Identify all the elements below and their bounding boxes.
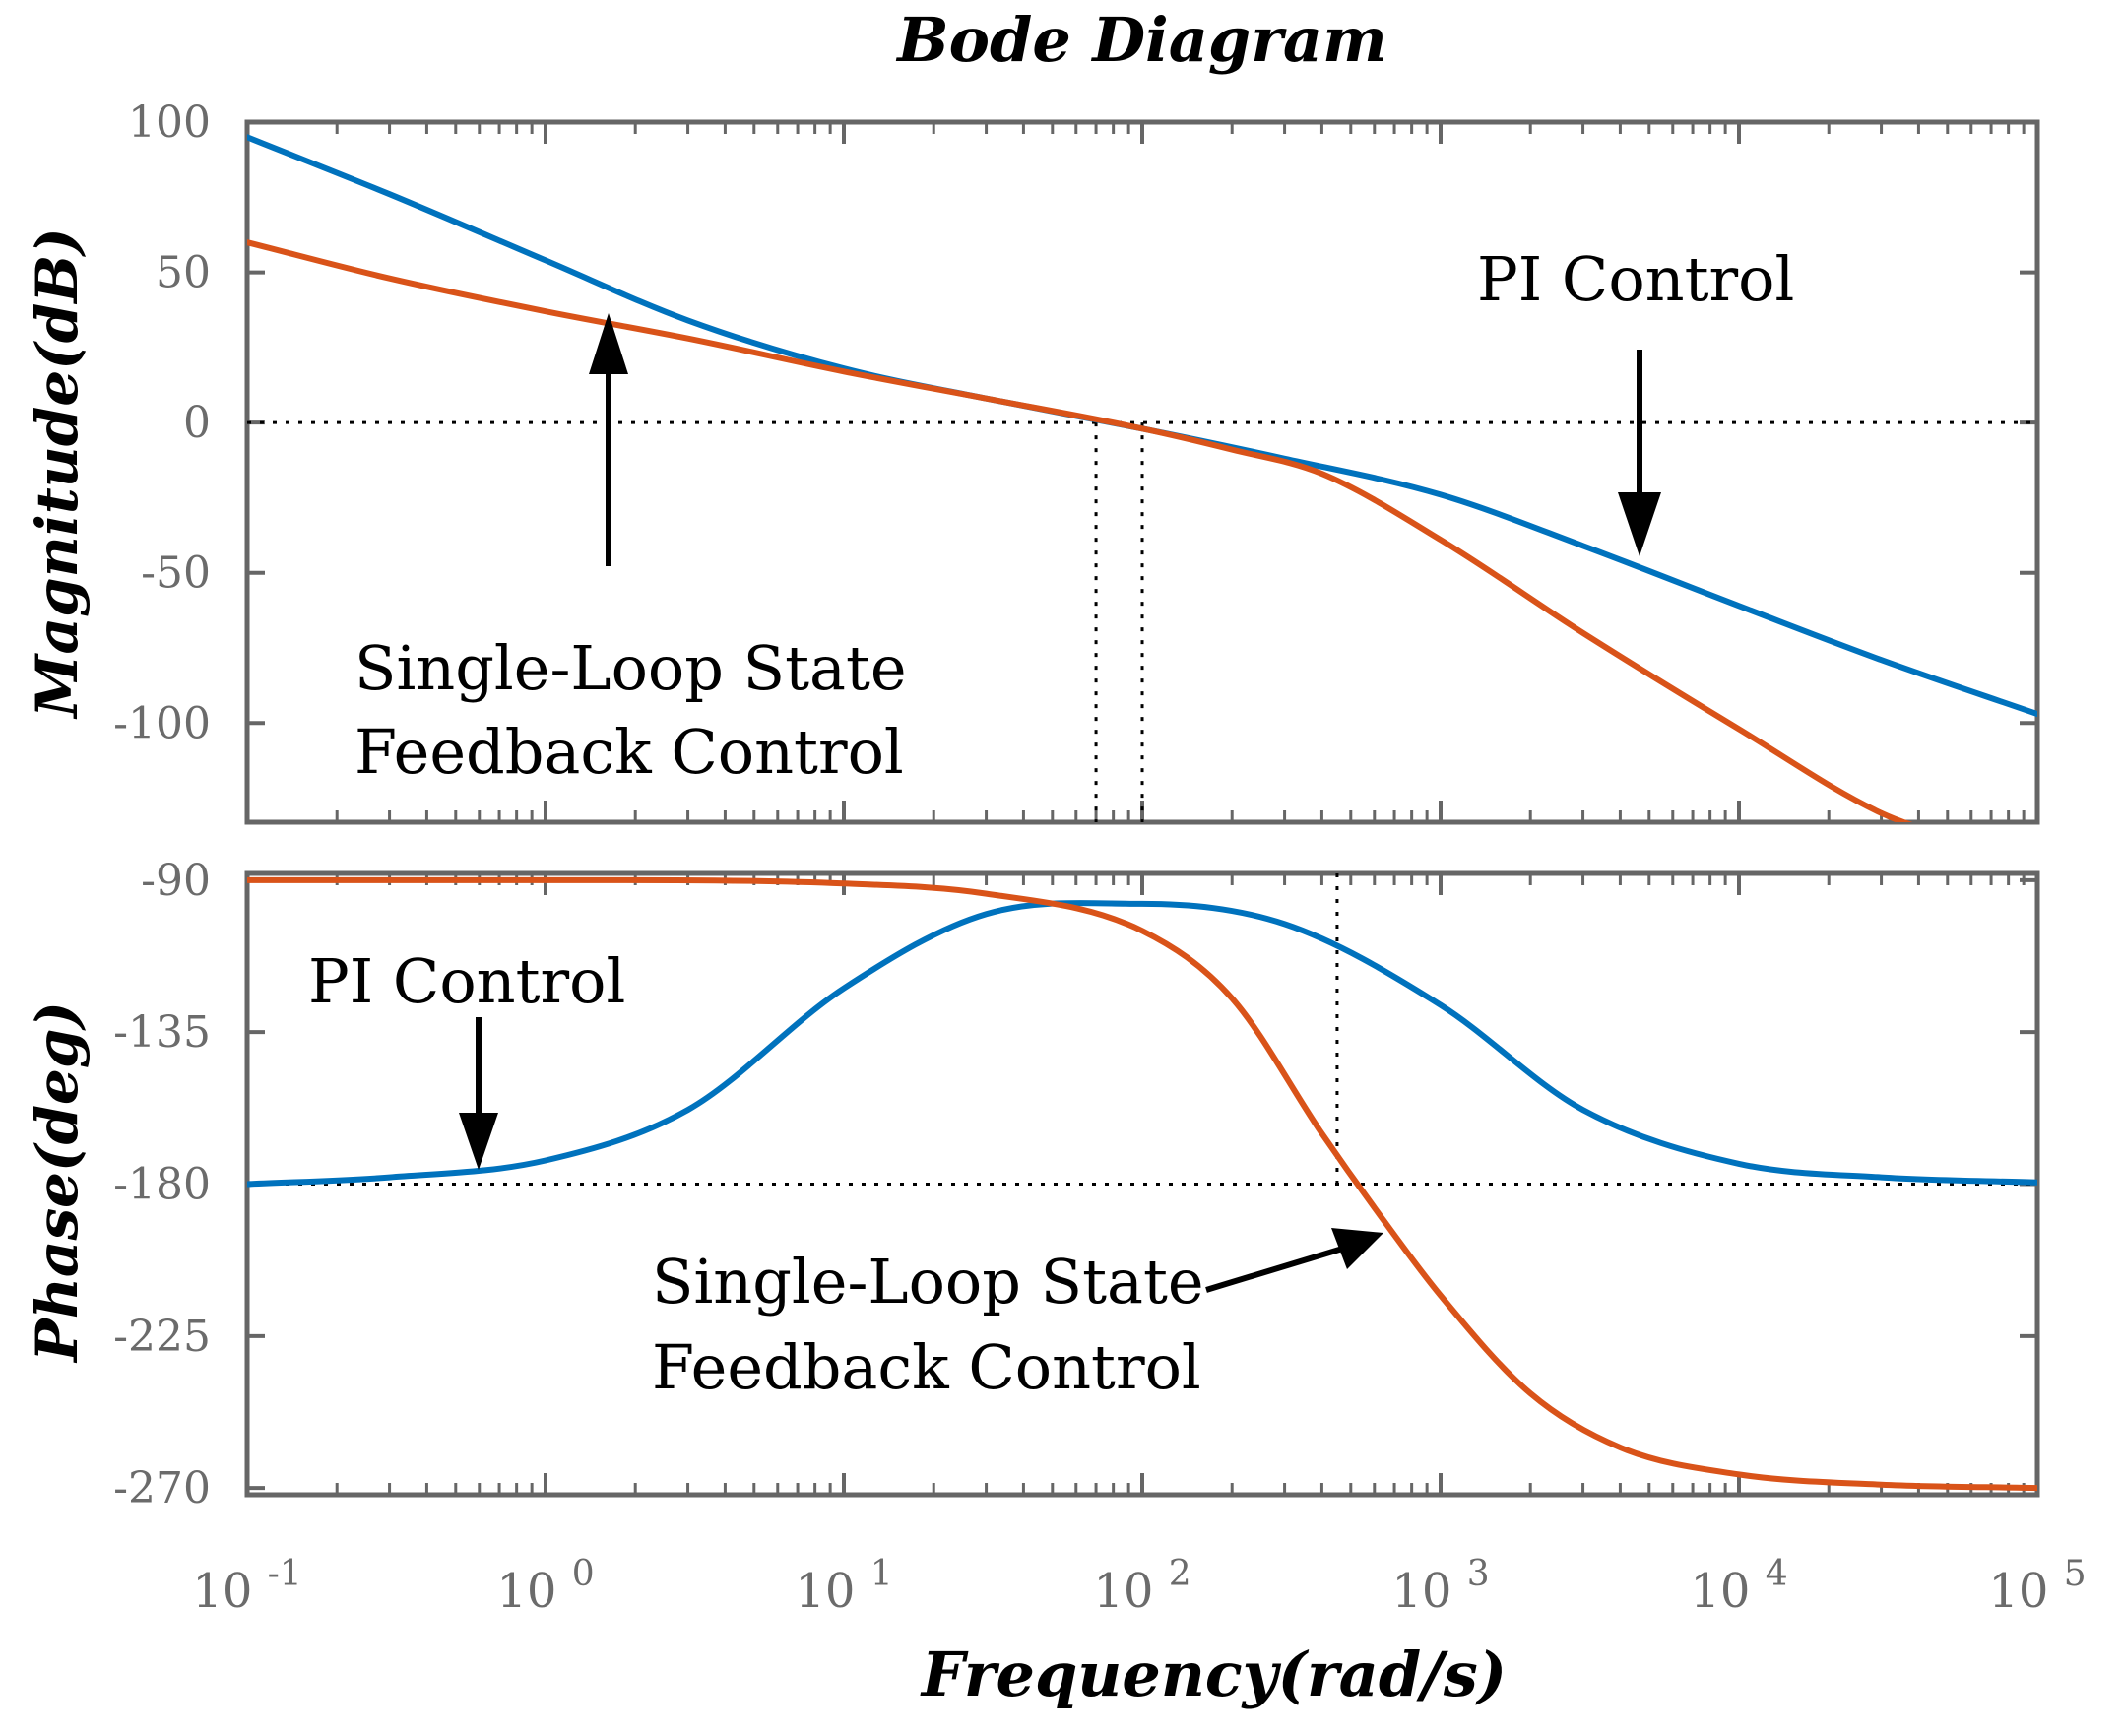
y-tick-label: -180 (113, 1160, 211, 1210)
y-tick-label: 50 (156, 248, 211, 298)
phase-pi-control-label: PI Control (308, 945, 625, 1017)
phase-state-feedback-line (247, 876, 2037, 1492)
magnitude-state-feedback-line (247, 239, 1913, 822)
phase-axis-label: Phase(deg) (24, 1001, 91, 1364)
phase-slsf-arrowhead (1331, 1228, 1383, 1269)
x-tick-label: 10 5 (1988, 1554, 2086, 1619)
phase-slsf-arrow-shaft (1205, 1244, 1350, 1293)
axis-ticks: 100 50 0 -50 -100 -90 -135 -180 -225 -270 10 -1 10 … (113, 97, 2086, 1619)
y-tick-label: -90 (141, 856, 211, 906)
x-tick-label: 10 3 (1391, 1554, 1489, 1619)
series-lines (247, 134, 2037, 1492)
magnitude-slsf-arrowhead (589, 313, 628, 374)
magnitude-pi-control-label: PI Control (1477, 243, 1794, 315)
magnitude-pi-arrowhead (1618, 492, 1661, 556)
y-tick-label: 0 (183, 398, 211, 448)
x-tick-label: 10 0 (496, 1554, 594, 1619)
magnitude-slsf-label-line1: Single-Loop State (354, 632, 907, 704)
x-tick-label: 10 -1 (192, 1554, 301, 1619)
frequency-axis-label: Frequency(rad/s) (920, 1639, 1507, 1710)
magnitude-axis-label: Magnitude(dB) (24, 227, 91, 719)
x-tick-label: 10 1 (795, 1554, 892, 1619)
x-tick-label: 10 2 (1093, 1554, 1190, 1619)
reference-lines (247, 420, 2037, 1186)
y-tick-label: 100 (128, 97, 211, 148)
y-tick-label: -270 (113, 1463, 211, 1513)
magnitude-slsf-label-line2: Feedback Control (354, 716, 904, 788)
phase-slsf-label-line1: Single-Loop State (652, 1246, 1204, 1318)
phase-pi-control-line (247, 900, 2037, 1188)
y-tick-label: -50 (141, 548, 211, 599)
x-tick-label: 10 4 (1690, 1554, 1787, 1619)
y-tick-label: -225 (113, 1312, 211, 1362)
chart-title: Bode Diagram (895, 4, 1386, 76)
phase-slsf-label-line2: Feedback Control (652, 1331, 1201, 1403)
y-tick-label: -135 (113, 1007, 211, 1058)
phase-pi-arrowhead (459, 1113, 498, 1170)
y-tick-label: -100 (113, 698, 211, 748)
